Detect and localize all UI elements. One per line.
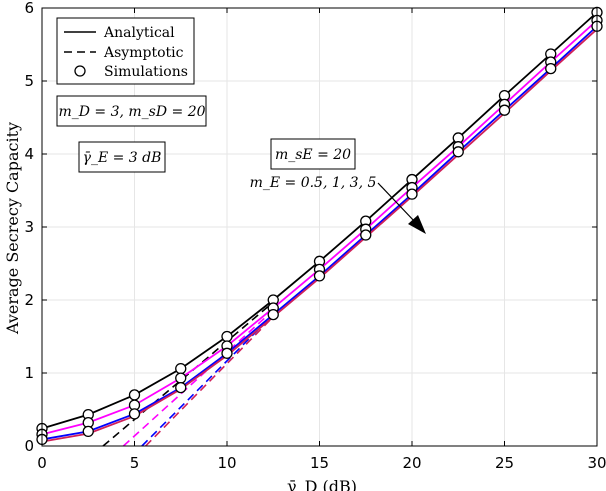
x-tick-label: 20 — [402, 454, 421, 472]
simulation-point — [545, 62, 557, 75]
asymptotic-line — [145, 316, 274, 447]
x-tick-label: 5 — [130, 454, 140, 472]
legend: Analytical Asymptotic Simulations — [56, 17, 195, 85]
simulation-point — [128, 389, 141, 401]
annotation-params: m_D = 3, m_sD = 20 — [58, 104, 205, 120]
annotation-msE-box — [270, 138, 356, 170]
y-tick-label: 1 — [24, 364, 34, 382]
annotation-gammaE: γ̄_E = 3 dB — [83, 150, 162, 166]
ticks: 0 5 10 15 20 25 30 0 1 2 3 4 5 6 — [24, 0, 606, 472]
x-tick-label: 30 — [587, 454, 606, 472]
simulation-point — [128, 408, 141, 420]
y-axis-label: Average Secrecy Capacity — [3, 122, 22, 335]
simulation-point — [221, 330, 233, 343]
legend-asymptotic: Asymptotic — [103, 45, 184, 61]
y-tick-label: 5 — [24, 72, 34, 90]
annotation-params-box — [56, 95, 207, 127]
series-layer — [36, 6, 603, 447]
y-tick-label: 3 — [24, 218, 34, 236]
annotation-arrow-head — [408, 215, 426, 234]
simulation-point — [175, 381, 187, 394]
simulation-point — [175, 362, 187, 375]
asymptotic-line — [102, 301, 274, 447]
asymptotic-line — [141, 314, 274, 447]
legend-simulations: Simulations — [104, 64, 188, 80]
x-tick-label: 0 — [37, 454, 47, 472]
simulation-point — [82, 425, 94, 438]
asymptotic-line — [122, 309, 274, 447]
legend-simulations-marker — [74, 65, 86, 77]
simulation-point — [360, 229, 372, 241]
simulation-point — [313, 270, 326, 282]
simulation-point — [452, 146, 464, 158]
x-tick-label: 10 — [217, 454, 236, 472]
annotation-gammaE-box — [78, 141, 166, 173]
annotation-arrow-shaft — [377, 182, 417, 224]
x-axis-label: γ̄_D (dB) — [287, 477, 357, 491]
y-tick-label: 2 — [24, 291, 34, 309]
simulation-point — [175, 372, 187, 384]
simulation-point — [498, 104, 511, 116]
y-tick-label: 0 — [24, 437, 34, 455]
annotation-mE: m_E = 0.5, 1, 3, 5 — [250, 175, 377, 191]
x-tick-label: 15 — [310, 454, 329, 472]
y-tick-label: 6 — [24, 0, 34, 17]
y-tick-label: 4 — [24, 145, 34, 163]
annotation-msE: m_sE = 20 — [275, 147, 351, 163]
simulation-point — [406, 188, 418, 200]
simulation-point — [267, 308, 279, 321]
simulation-point — [221, 347, 233, 359]
legend-analytical: Analytical — [103, 25, 175, 41]
x-tick-label: 25 — [495, 454, 514, 472]
